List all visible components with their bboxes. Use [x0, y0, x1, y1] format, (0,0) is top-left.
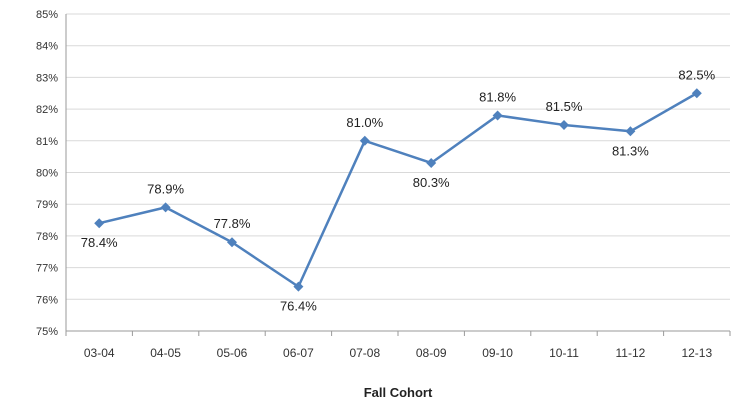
x-tick-label: 04-05	[150, 346, 181, 360]
x-tick-label: 09-10	[482, 346, 513, 360]
y-tick-label: 75%	[36, 326, 58, 338]
data-label: 80.3%	[413, 175, 450, 190]
data-point	[359, 135, 370, 146]
axes	[65, 14, 731, 336]
data-label: 81.0%	[346, 115, 383, 130]
data-label: 81.5%	[546, 99, 583, 114]
y-tick-label: 80%	[36, 168, 58, 180]
data-markers	[94, 88, 702, 292]
x-axis-title: Fall Cohort	[364, 385, 433, 400]
y-axis-tick-labels: 75% 76% 77% 78% 79% 80% 81% 82% 83% 84% 85%	[36, 9, 58, 338]
gridlines	[66, 13, 730, 300]
series-line	[98, 92, 698, 288]
data-point	[492, 110, 503, 121]
data-label: 76.4%	[280, 299, 317, 314]
x-tick-label: 12-13	[681, 346, 712, 360]
data-label: 78.9%	[147, 181, 184, 196]
y-tick-label: 84%	[36, 41, 58, 53]
x-tick-label: 11-12	[615, 346, 645, 360]
y-tick-label: 79%	[36, 199, 58, 211]
x-tick-label: 03-04	[84, 346, 115, 360]
data-labels: 78.4% 78.9% 77.8% 76.4% 81.0% 80.3% 81.8% 81.5%…	[81, 67, 716, 313]
data-point	[559, 119, 569, 130]
data-point	[293, 281, 304, 292]
y-tick-label: 78%	[36, 231, 58, 243]
data-point	[94, 218, 105, 229]
x-tick-label: 10-11	[549, 346, 579, 360]
data-point	[625, 126, 636, 137]
data-label: 77.8%	[214, 216, 251, 231]
x-axis-tick-labels: 03-04 04-05 05-06 06-07 07-08 08-09 09-10 10-11…	[84, 346, 713, 360]
x-tick-label: 07-08	[349, 346, 380, 360]
y-tick-label: 85%	[36, 9, 58, 21]
data-point	[227, 237, 237, 248]
y-tick-label: 83%	[36, 72, 58, 84]
y-tick-label: 82%	[36, 104, 58, 116]
x-tick-label: 06-07	[283, 346, 314, 360]
data-label: 81.8%	[479, 89, 516, 104]
y-tick-label: 76%	[36, 294, 58, 306]
data-point	[160, 202, 171, 213]
data-label: 81.3%	[612, 143, 649, 158]
y-tick-label: 81%	[36, 136, 58, 148]
data-label: 78.4%	[81, 235, 118, 250]
data-point	[691, 88, 702, 99]
x-tick-label: 08-09	[416, 346, 447, 360]
x-tick-label: 05-06	[217, 346, 248, 360]
data-label: 82.5%	[678, 67, 715, 82]
data-point	[426, 157, 437, 168]
y-tick-label: 77%	[36, 263, 58, 275]
series-line-layer	[98, 92, 698, 288]
